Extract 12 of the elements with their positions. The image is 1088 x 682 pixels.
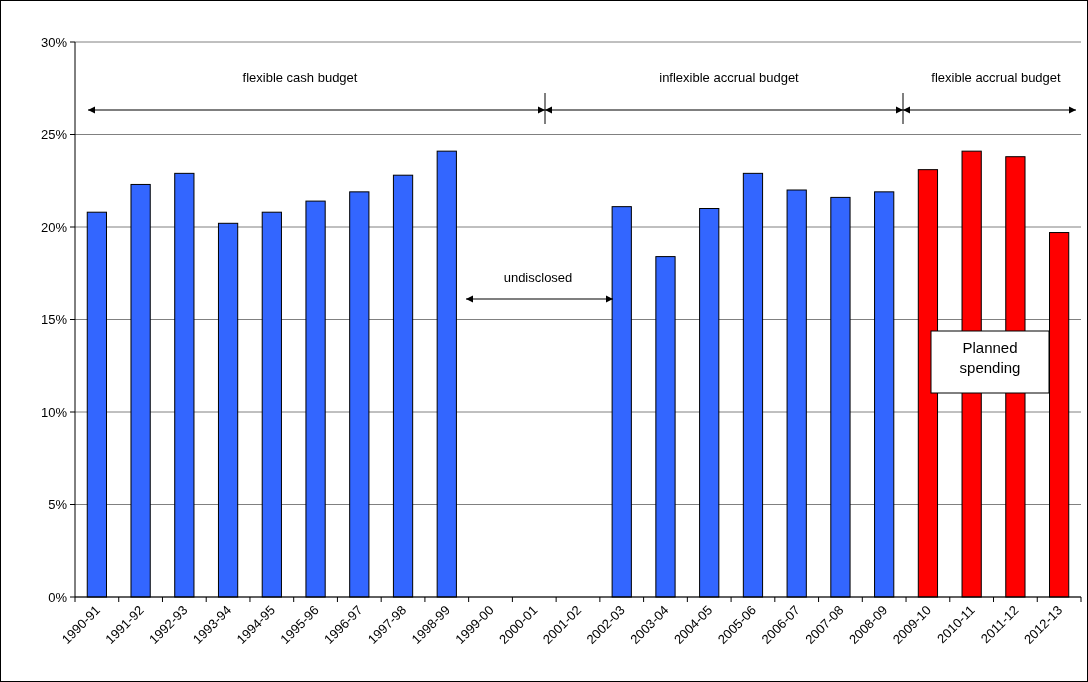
annotation: undisclosed <box>503 270 573 285</box>
y-tick-label: 10% <box>40 404 68 420</box>
y-tick-label: 20% <box>40 219 68 235</box>
annotation: inflexible accrual budget <box>659 70 800 85</box>
annotation: flexible cash budget <box>242 70 358 85</box>
annotation: Planned spending <box>959 339 1021 376</box>
y-tick-label: 25% <box>40 127 68 143</box>
annotation: flexible accrual budget <box>931 70 1062 85</box>
y-tick-label: 15% <box>40 312 68 328</box>
y-tick-label: 5% <box>48 497 68 513</box>
y-tick-label: 0% <box>48 589 68 605</box>
y-tick-label: 30% <box>40 34 68 50</box>
